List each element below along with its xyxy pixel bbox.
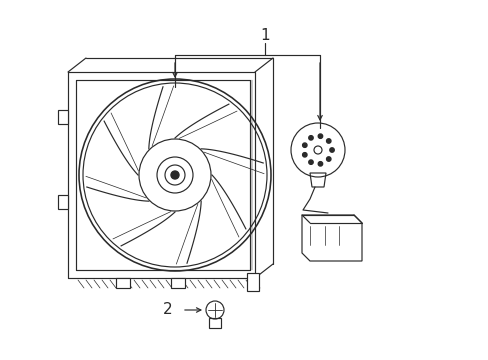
Bar <box>58 195 68 209</box>
Circle shape <box>318 162 322 166</box>
Bar <box>58 110 68 124</box>
Bar <box>116 278 130 288</box>
Circle shape <box>308 136 312 140</box>
Circle shape <box>318 134 322 138</box>
Text: 2: 2 <box>163 302 172 318</box>
Circle shape <box>326 157 330 161</box>
Circle shape <box>326 139 330 143</box>
Bar <box>246 273 259 291</box>
Circle shape <box>308 160 312 165</box>
Text: 1: 1 <box>260 27 269 42</box>
Circle shape <box>171 171 179 179</box>
Bar <box>171 278 184 288</box>
Circle shape <box>329 148 334 152</box>
Bar <box>208 318 221 328</box>
Circle shape <box>302 153 306 157</box>
Circle shape <box>302 143 306 147</box>
